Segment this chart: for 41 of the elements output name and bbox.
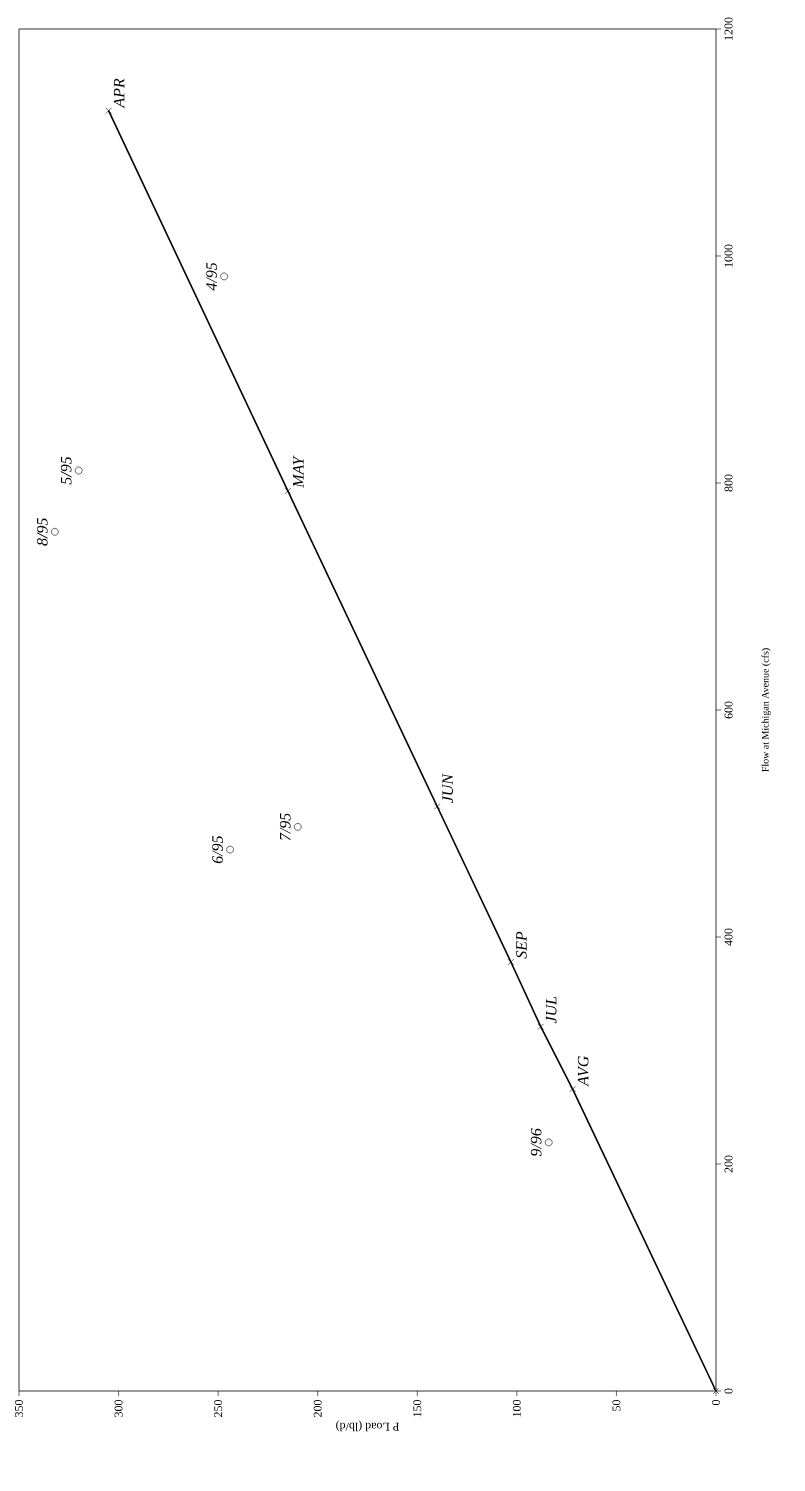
point [544,1138,553,1147]
y-axis-title: Flow at Michigan Avenue (cfs) [761,648,771,772]
point [220,272,228,281]
y-tick-label: 0 [724,1388,733,1394]
x-tick-label: 100 [512,1399,521,1417]
annotation: 7/95 [279,813,291,841]
x-tick-label: 250 [214,1399,223,1417]
y-tick-label: 1200 [724,17,733,40]
x-tick-label: 0 [711,1399,721,1406]
x-axis-title: P Load (lb/d) [336,1420,400,1432]
point [51,528,59,536]
annotation: 5/95 [60,456,72,485]
x-tick-label: 50 [612,1399,621,1411]
point [226,845,234,854]
annotation: MAY [293,455,304,488]
annotation: APR [113,78,125,109]
point [569,1085,576,1093]
y-tick-label: 1000 [724,244,733,267]
y-tick-label: 200 [724,1155,733,1173]
point [74,466,83,475]
annotation: AVG [577,1056,589,1087]
annotation: 8/95 [36,518,48,546]
point [537,1023,544,1030]
x-tick-label: 300 [114,1399,123,1417]
point [434,803,441,810]
annotation: JUN [442,773,453,804]
point [293,823,302,831]
point [507,958,515,966]
annotation: JUL [545,996,557,1024]
annotation: 6/95 [212,835,223,864]
annotation: SEP [516,931,527,959]
x-tick-label: 200 [313,1399,322,1417]
x-tick-label: 350 [14,1399,24,1417]
y-tick-label: 800 [724,474,733,492]
x-tick-label: 150 [413,1399,422,1417]
y-tick-label: 600 [724,701,733,719]
point [284,487,291,495]
annotation: 9/96 [530,1128,542,1157]
point [105,107,112,114]
y-tick-label: 400 [724,928,733,946]
annotation: 4/95 [206,262,217,291]
